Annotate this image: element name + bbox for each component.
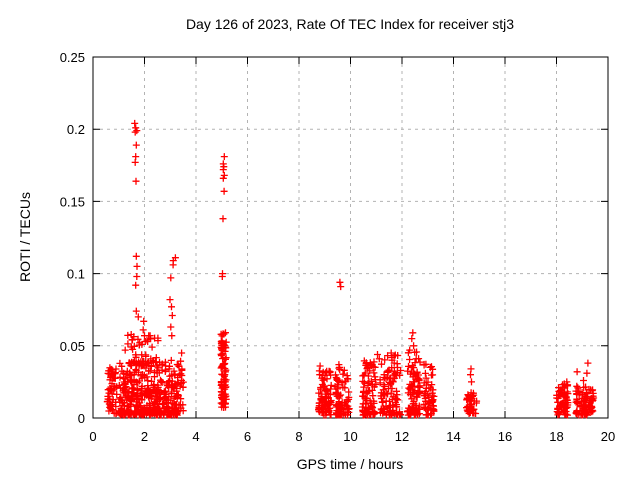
x-tick-label: 4: [192, 429, 199, 444]
y-tick-label: 0: [78, 411, 85, 426]
x-tick-label: 10: [343, 429, 357, 444]
y-tick-labels: 0 0.05 0.1 0.15 0.2 0.25: [60, 50, 85, 426]
gridlines: [93, 57, 608, 418]
chart-title: Day 126 of 2023, Rate Of TEC Index for r…: [186, 16, 514, 32]
y-axis-label: ROTI / TECUs: [17, 192, 33, 282]
roti-series-markers: [103, 119, 598, 419]
y-tick-label: 0.1: [67, 267, 85, 282]
x-tick-label: 8: [295, 429, 302, 444]
x-tick-labels: 0 2 4 6 8 10 12 14 16 18 20: [89, 429, 615, 444]
x-tick-label: 12: [395, 429, 409, 444]
axis-ticks: [92, 56, 609, 419]
x-tick-label: 18: [549, 429, 563, 444]
plot-border: [92, 56, 609, 419]
x-tick-label: 6: [244, 429, 251, 444]
y-tick-label: 0.2: [67, 122, 85, 137]
x-tick-label: 20: [601, 429, 615, 444]
x-tick-label: 14: [446, 429, 460, 444]
y-tick-label: 0.05: [60, 339, 85, 354]
x-tick-label: 2: [141, 429, 148, 444]
y-tick-label: 0.15: [60, 194, 85, 209]
x-tick-label: 16: [498, 429, 512, 444]
x-axis-label: GPS time / hours: [297, 456, 404, 472]
data-points: [103, 119, 598, 419]
x-tick-label: 0: [89, 429, 96, 444]
y-tick-label: 0.25: [60, 50, 85, 65]
